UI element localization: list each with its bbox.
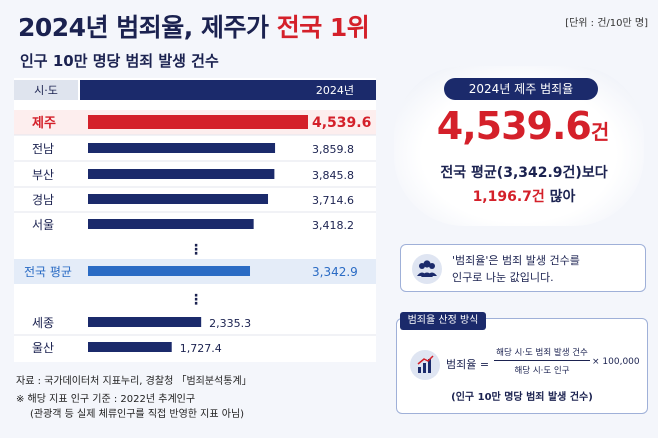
bar-chart-icon (410, 350, 440, 380)
value-label: 3,845.8 (312, 169, 354, 182)
bar (88, 317, 202, 327)
value-label: 4,539.6 (312, 115, 371, 131)
category-label: 전남 (32, 142, 54, 156)
formula-numerator: 해당 시·도 범죄 발생 건수 (496, 348, 588, 358)
bar (88, 169, 275, 179)
value-label: 3,342.9 (312, 265, 358, 279)
page-subtitle: 인구 10만 명당 범죄 발생 건수 (20, 52, 219, 70)
definition-text-2: 인구로 나눈 값입니다. (452, 271, 554, 284)
summary-pill: 2024년 제주 범죄율 (444, 78, 598, 100)
bar (88, 266, 251, 276)
definition-text-1: '범죄율'은 범죄 발생 건수를 (452, 254, 580, 267)
value-label: 3,859.8 (312, 143, 354, 156)
formula-denominator: 해당 시·도 인구 (514, 366, 570, 376)
bar (88, 219, 254, 229)
category-label: 서울 (32, 218, 54, 232)
category-label: 전국 평균 (24, 265, 72, 279)
header-category-label: 시·도 (34, 84, 58, 97)
header-cell-value (80, 80, 376, 100)
difference-line: 1,196.7건 많아 (472, 189, 576, 205)
ellipsis-mark: ⋮ (189, 292, 203, 308)
value-label: 2,335.3 (209, 317, 251, 330)
category-label: 제주 (32, 116, 56, 131)
bar (88, 342, 172, 352)
ellipsis-mark: ⋮ (189, 242, 203, 258)
source-note: 자료 : 국가데이터처 지표누리, 경찰청 「범죄분석통계」 (16, 376, 252, 387)
header-value-label: 2024년 (316, 84, 354, 97)
population-note: ※ 해당 지표 인구 기준 : 2022년 추계인구 (16, 394, 196, 405)
formula-note: (인구 10만 명당 범죄 발생 건수) (451, 392, 593, 403)
header-cell-category (14, 80, 78, 100)
bar (88, 115, 308, 129)
formula-fraction-line (494, 360, 590, 361)
category-label: 울산 (32, 341, 54, 355)
compare-line: 전국 평균(3,342.9건)보다 (440, 165, 608, 181)
value-label: 3,714.6 (312, 194, 354, 207)
page-title: 2024년 범죄율, 제주가 전국 1위 (18, 13, 370, 42)
formula-label: 범죄율 = (446, 358, 490, 371)
bar (88, 143, 276, 153)
category-label: 부산 (32, 168, 54, 182)
category-label: 경남 (32, 193, 54, 207)
formula-header: 범죄율 산정 방식 (400, 312, 486, 330)
category-label: 세종 (32, 316, 54, 330)
unit-label: [단위 : 건/10만 명] (565, 18, 648, 29)
formula-multiplier: × 100,000 (592, 357, 640, 367)
people-icon (412, 254, 442, 284)
bar (88, 194, 269, 204)
population-note-detail: (관광객 등 실제 체류인구를 직접 반영한 지표 아님) (30, 409, 245, 420)
value-label: 3,418.2 (312, 219, 354, 232)
value-label: 1,727.4 (180, 342, 222, 355)
jeju-rate-value: 4,539.6건 (436, 104, 610, 148)
